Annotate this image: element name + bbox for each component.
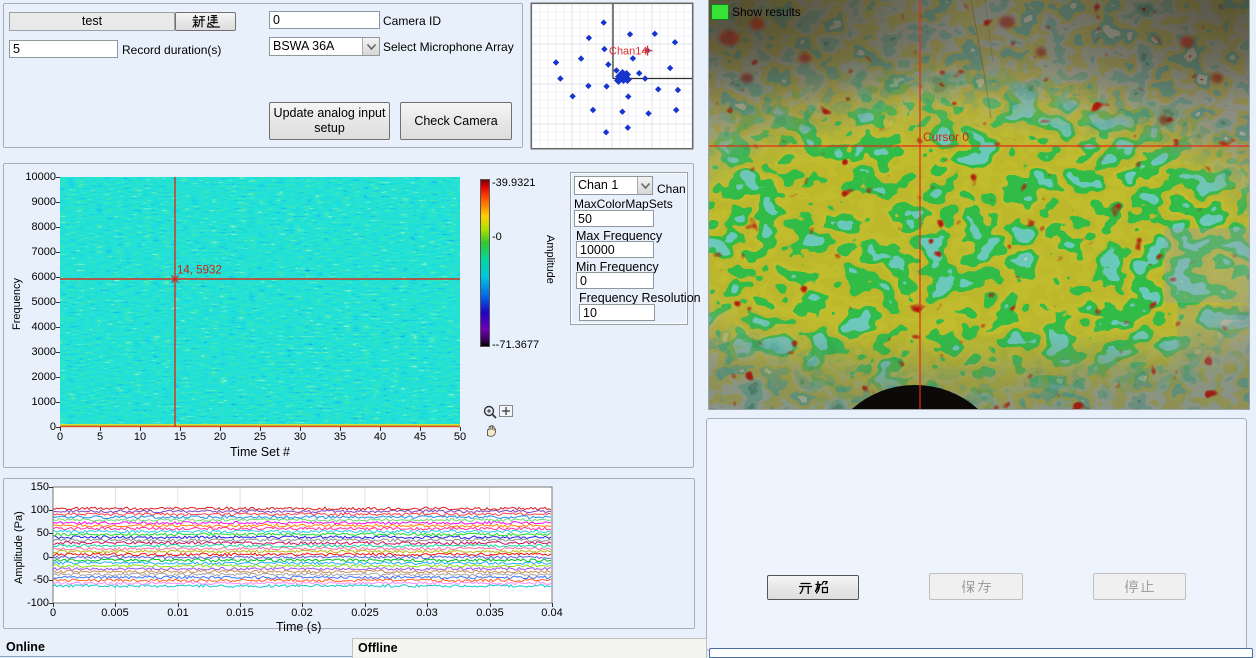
svg-text:14, 5932: 14, 5932 — [177, 265, 222, 277]
svg-text:Cursor 0: Cursor 0 — [923, 130, 969, 144]
svg-text:Chan14: Chan14 — [609, 46, 648, 58]
